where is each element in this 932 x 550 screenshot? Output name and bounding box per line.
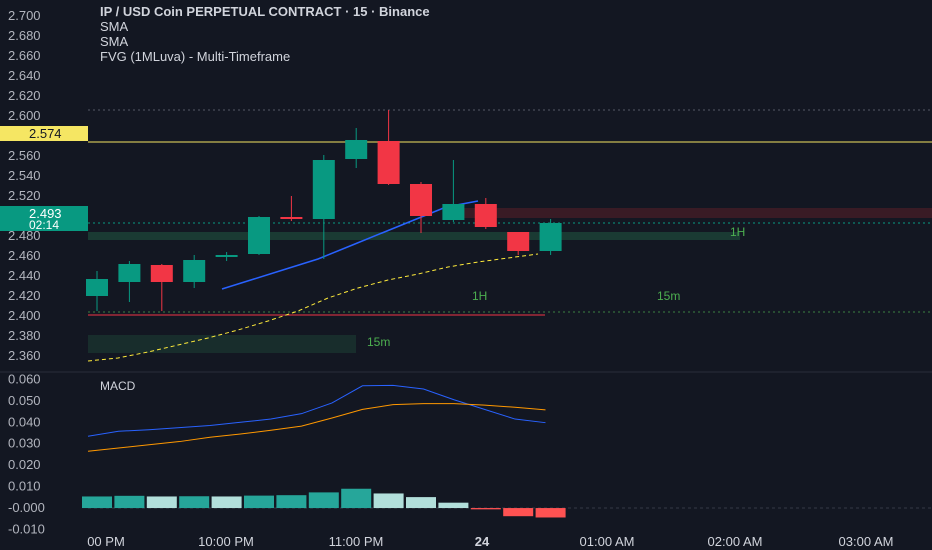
candles[interactable] [86,110,562,311]
price-levels [88,109,932,316]
macd-histogram-bar[interactable] [535,508,566,518]
indicator-fvg[interactable]: FVG (1MLuva) - Multi-Timeframe [100,49,291,64]
macd-histogram-bar[interactable] [146,496,177,509]
macd-pane[interactable] [82,384,566,518]
macd-tick-label: 0.060 [8,371,41,386]
time-tick-label: 02:00 AM [708,534,763,549]
chart-legend: IP / USD Coin PERPETUAL CONTRACT · 15 · … [100,4,430,64]
macd-histogram-bar[interactable] [373,493,404,509]
time-tick-label: 00 PM [87,534,125,549]
time-tick-label: 01:00 AM [580,534,635,549]
candle-body[interactable] [410,184,432,216]
candle-body[interactable] [377,141,400,184]
yellow-level-badge: 2.574 [29,126,62,141]
current-price-badge-bg [0,206,88,231]
countdown-badge: 02:14 [29,218,59,232]
fvg-zone-15m [88,335,356,353]
macd-tick-label: 0.020 [8,457,41,472]
sma-blue-line[interactable] [221,200,479,290]
macd-histogram-bar[interactable] [470,508,501,510]
time-tick-label: 11:00 PM [329,534,384,549]
fvg-zone-bearish [460,208,932,218]
macd-histogram-bar[interactable] [406,497,436,509]
price-tick-label: 2.640 [8,68,41,83]
candle-body[interactable] [474,204,497,227]
price-tick-label: 2.360 [8,348,41,363]
time-tick-label: 24 [475,534,490,549]
fvg-label-15m-left: 15m [367,335,390,349]
price-tick-label: 2.540 [8,168,41,183]
fvg-label-1h-upper: 1H [730,225,745,239]
candle-body[interactable] [248,217,270,254]
yellow-level-badge-bg [0,126,88,141]
macd-histogram-bar[interactable] [438,502,469,509]
fvg-label-15m-right: 15m [657,289,680,303]
symbol-title[interactable]: IP / USD Coin PERPETUAL CONTRACT · 15 · … [100,4,430,19]
macd-tick-label: 0.050 [8,393,41,408]
price-tick-label: 2.420 [8,288,41,303]
macd-tick-label: -0.000 [8,500,45,515]
candle-body[interactable] [312,160,335,219]
macd-histogram-bar[interactable] [114,495,145,509]
price-tick-label: 2.560 [8,148,41,163]
price-tick-label: 2.700 [8,8,41,23]
macd-line[interactable] [87,384,546,437]
macd-histogram-bar[interactable] [82,496,112,509]
macd-tick-label: -0.010 [8,521,45,536]
macd-histogram-bar[interactable] [276,495,307,509]
time-tick-label: 03:00 AM [839,534,894,549]
fvg-label-1h-lower: 1H [472,289,487,303]
price-tick-label: 2.520 [8,188,41,203]
candle-body[interactable] [86,279,108,296]
macd-signal-line[interactable] [87,403,546,452]
candle-body[interactable] [539,223,562,251]
sma-yellow-line[interactable] [87,253,539,362]
price-tick-label: 2.600 [8,108,41,123]
fvg-zone-1h-upper [88,232,740,240]
macd-tick-label: 0.030 [8,436,41,451]
price-tick-label: 2.440 [8,268,41,283]
grid [0,371,932,509]
price-tick-label: 2.460 [8,248,41,263]
macd-tick-label: 0.010 [8,479,41,494]
macd-histogram-bar[interactable] [179,496,210,509]
candle-body[interactable] [280,217,303,219]
price-tick-label: 2.620 [8,88,41,103]
price-tick-label: 2.680 [8,28,41,43]
axes: 2.7002.6802.6602.6402.6202.6002.5802.560… [8,8,893,549]
time-tick-label: 10:00 PM [198,534,254,549]
candle-body[interactable] [442,204,465,220]
macd-tick-label: 0.040 [8,414,41,429]
current-price-badge: 2.493 [29,206,62,221]
fvg-labels: 1H 1H 15m 15m [367,225,745,349]
macd-histogram-bar[interactable] [244,495,274,509]
candle-body[interactable] [215,255,238,257]
indicator-sma-1[interactable]: SMA [100,19,129,34]
price-tick-label: 2.380 [8,328,41,343]
macd-histogram-bar[interactable] [211,496,242,509]
sma-lines [87,200,539,362]
macd-histogram-bar[interactable] [503,508,534,517]
candle-body[interactable] [118,264,141,282]
candle-body[interactable] [150,265,173,282]
price-tick-label: 2.400 [8,308,41,323]
macd-histogram-bar[interactable] [341,488,372,509]
price-tick-label: 2.660 [8,48,41,63]
macd-histogram-bar[interactable] [308,492,339,509]
macd-title[interactable]: MACD [100,379,136,393]
fvg-zones [88,208,932,353]
price-tick-label: 2.480 [8,228,41,243]
candle-body[interactable] [507,232,530,251]
candle-body[interactable] [183,260,206,282]
candle-body[interactable] [345,140,368,159]
indicator-sma-2[interactable]: SMA [100,34,129,49]
price-badges: 2.574 2.493 02:14 [0,126,88,232]
